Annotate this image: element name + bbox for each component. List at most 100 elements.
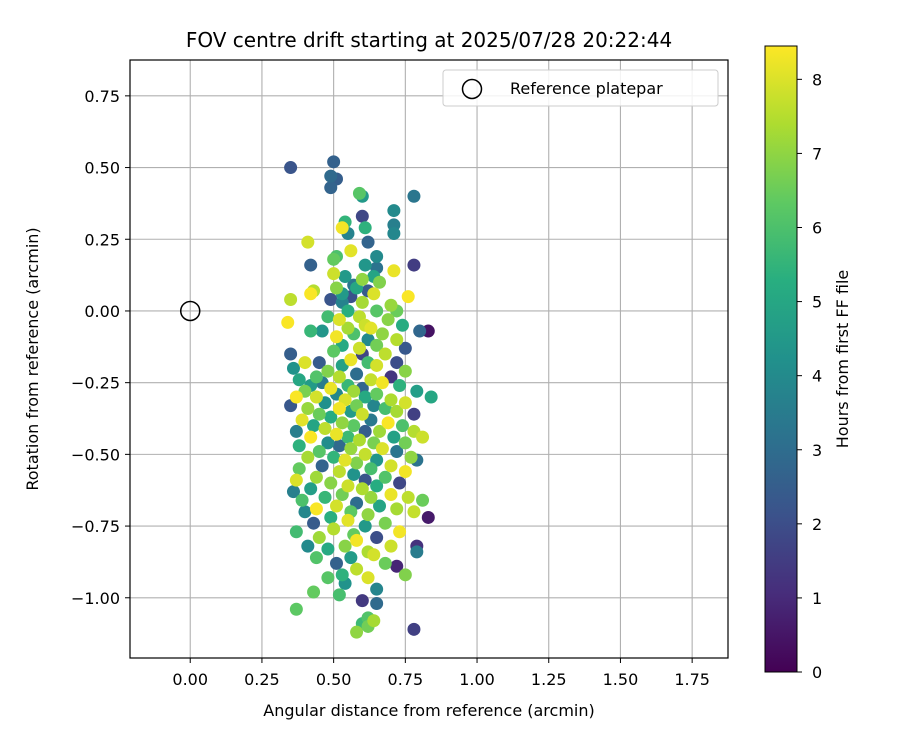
legend-label: Reference platepar [510,79,663,98]
data-point [332,401,346,415]
data-point [284,292,298,306]
data-points [281,155,438,639]
colorbar-tick-label: 2 [812,515,822,534]
data-point [367,399,381,413]
data-point [309,551,323,565]
y-tick-label: −1.00 [71,589,120,608]
data-point [370,338,384,352]
data-point [395,318,409,332]
data-point [312,444,326,458]
grid-lines [130,60,728,658]
data-point [355,407,369,421]
data-point [358,519,372,533]
data-point [347,467,361,481]
data-point [330,427,344,441]
x-tick-label: 1.25 [531,670,567,689]
x-axis-ticks: 0.00 0.25 0.50 0.75 1.00 1.25 1.50 1.75 [172,658,710,689]
data-point [384,298,398,312]
data-point [384,393,398,407]
data-point [384,459,398,473]
data-point [318,490,332,504]
data-point [398,465,412,479]
data-point [330,281,344,295]
data-point [315,324,329,338]
data-point [410,545,424,559]
data-point [304,324,318,338]
colorbar-tick-label: 0 [812,663,822,682]
data-point [341,304,355,318]
data-point [327,522,341,536]
data-point [295,413,309,427]
data-point [338,270,352,284]
data-point [364,373,378,387]
data-point [361,508,375,522]
data-point [401,490,415,504]
data-point [335,568,349,582]
y-tick-label: 0.50 [84,159,120,178]
data-point [381,313,395,327]
data-point [407,189,421,203]
y-tick-label: 0.00 [84,302,120,321]
colorbar: 0 1 2 3 4 5 6 7 8 Hours from first FF file [764,45,852,682]
data-point [324,292,338,306]
data-point [410,384,424,398]
data-point [395,419,409,433]
data-point [327,344,341,358]
data-point [373,275,387,289]
data-point [350,562,364,576]
data-point [327,267,341,281]
data-point [390,356,404,370]
data-point [284,161,298,175]
data-point [289,473,303,487]
data-point [327,450,341,464]
data-point [307,585,321,599]
data-point [381,416,395,430]
data-point [289,602,303,616]
data-point [341,321,355,335]
data-point [321,364,335,378]
x-tick-label: 0.75 [388,670,424,689]
data-point [347,384,361,398]
data-point [378,556,392,570]
data-point [307,516,321,530]
data-point [292,373,306,387]
data-point [373,424,387,438]
data-point [390,559,404,573]
data-point [309,470,323,484]
data-point [398,568,412,582]
data-point [370,387,384,401]
data-point [332,370,346,384]
data-point [370,582,384,596]
data-point [398,436,412,450]
data-point [330,556,344,570]
y-tick-label: 0.25 [84,230,120,249]
colorbar-tick-label: 6 [812,219,822,238]
data-point [390,333,404,347]
data-point [286,485,300,499]
data-point [309,390,323,404]
x-tick-label: 0.25 [244,670,280,689]
plot-frame [129,59,729,659]
data-point [304,287,318,301]
data-point [335,221,349,235]
data-point [370,249,384,263]
y-axis-ticks: 0.75 0.50 0.25 0.00 −0.25 −0.50 −0.75 −1.00 [71,87,130,608]
data-point [416,493,430,507]
data-point [321,436,335,450]
colorbar-tick-label: 1 [812,589,822,608]
data-point [424,390,438,404]
data-point [309,502,323,516]
colorbar-ticks: 0 1 2 3 4 5 6 7 8 [797,70,822,682]
data-point [321,310,335,324]
data-point [341,479,355,493]
data-point [407,622,421,636]
data-point [327,252,341,266]
reference-platepar-marker [179,300,201,322]
data-point [304,258,318,272]
data-point [289,424,303,438]
data-point [332,588,346,602]
data-point [321,542,335,556]
data-point [350,367,364,381]
x-tick-label: 1.00 [459,670,495,689]
data-point [289,390,303,404]
